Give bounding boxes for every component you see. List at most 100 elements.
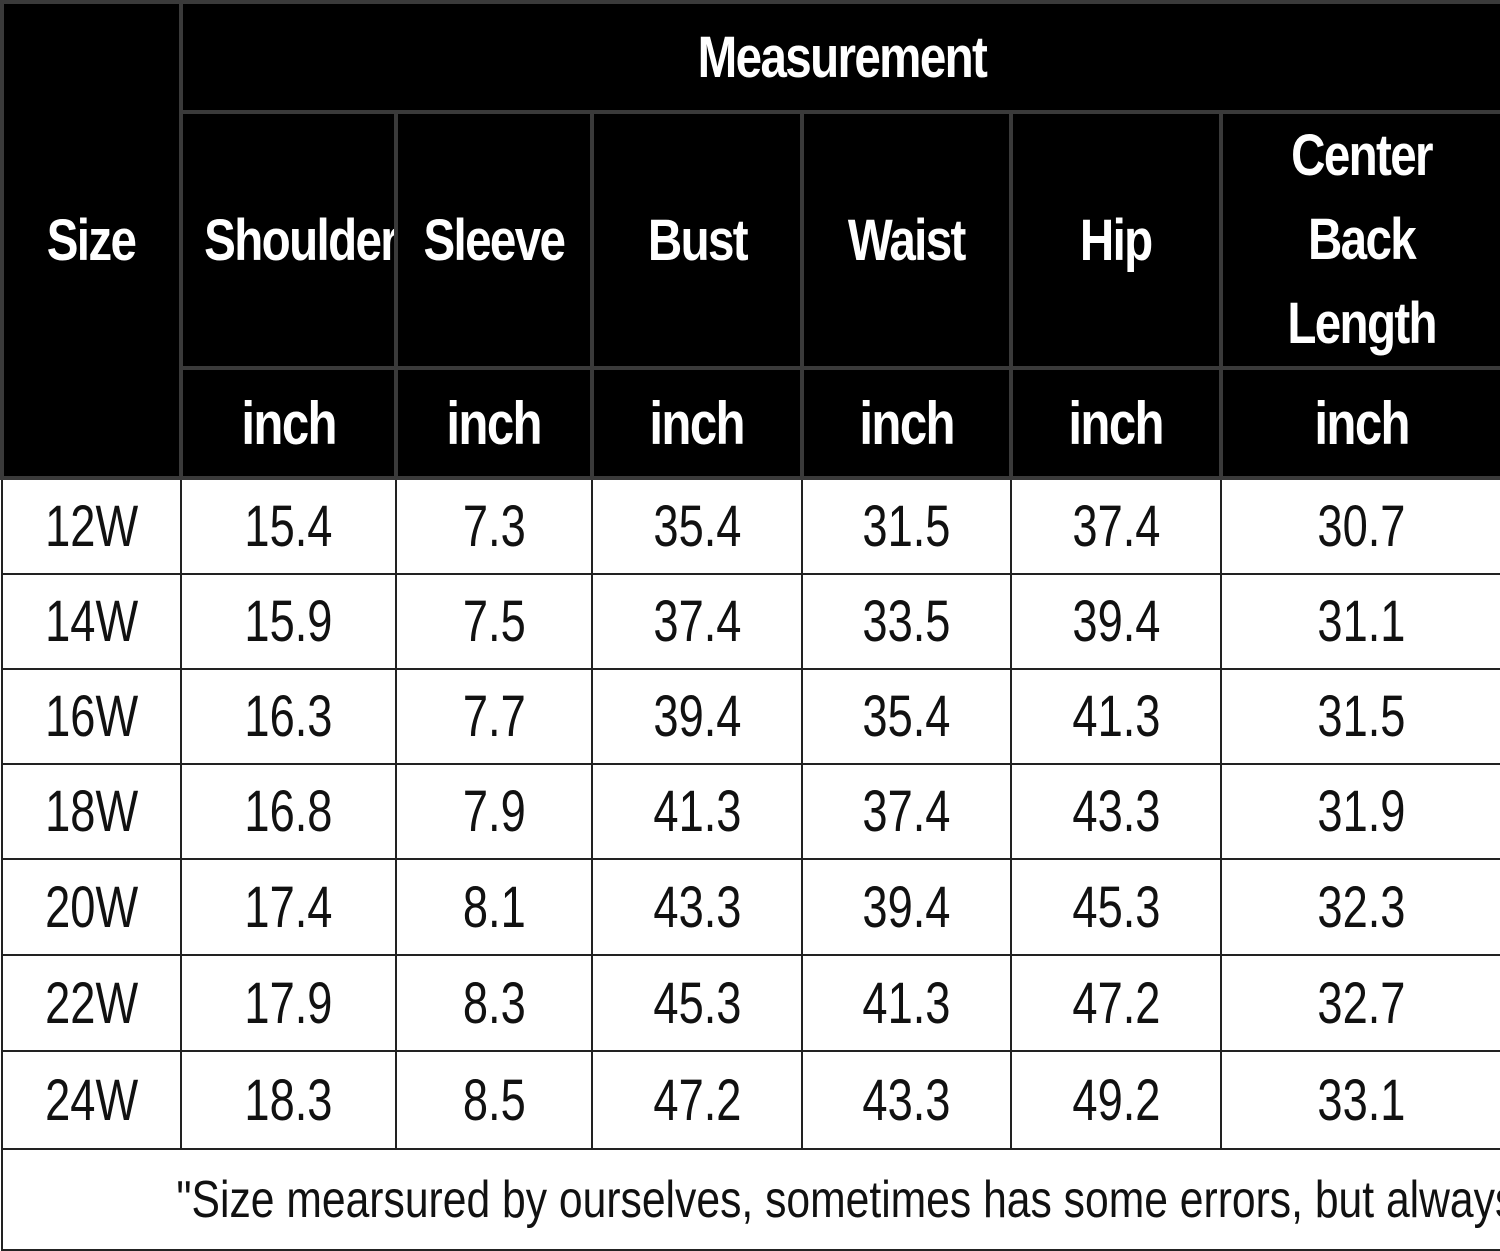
value-cell: 17.9 (180, 954, 397, 1052)
table-row: 20W 17.4 8.1 43.3 39.4 45.3 32.3 (1, 858, 1500, 956)
value: 33.1 (1317, 1067, 1406, 1133)
value-cell: 37.4 (591, 573, 803, 670)
value-cell: 32.3 (1219, 858, 1500, 956)
value-cell: 41.3 (801, 954, 1012, 1052)
unit-cell: inch (1009, 366, 1223, 480)
size-value: 20W (44, 874, 139, 940)
table-row: 14W 15.9 7.5 37.4 33.5 39.4 31.1 (1, 573, 1500, 670)
value-cell: 16.8 (180, 763, 397, 860)
table-row: 22W 17.9 8.3 45.3 41.3 47.2 32.7 (1, 954, 1500, 1052)
value-cell: 31.1 (1219, 573, 1500, 670)
value-cell: 7.3 (395, 477, 593, 575)
size-value: 22W (44, 970, 139, 1036)
size-cell: 22W (1, 954, 182, 1052)
unit-cell: inch (394, 366, 594, 480)
column-header-waist: Waist (800, 110, 1013, 370)
unit-label: inch (649, 389, 746, 457)
footnote-text: "Size mearsured by ourselves, sometimes … (176, 1170, 1500, 1229)
table-row: 18W 16.8 7.9 41.3 37.4 43.3 31.9 (1, 763, 1500, 860)
column-header-center-back-line1: Center Back (1291, 123, 1433, 272)
value-cell: 17.4 (180, 858, 397, 956)
value: 47.2 (1071, 970, 1161, 1036)
value-cell: 49.2 (1010, 1050, 1222, 1150)
value: 31.5 (862, 494, 951, 559)
value: 43.3 (862, 1067, 951, 1133)
column-header-sleeve: Sleeve (394, 110, 594, 370)
value: 32.3 (1317, 874, 1406, 940)
size-value: 18W (44, 779, 139, 844)
unit-label: inch (241, 389, 337, 457)
column-header-shoulder: Shoulder (179, 110, 398, 370)
value: 16.3 (244, 684, 333, 749)
header-row-units: inch inch inch inch inch inch (2, 366, 1500, 480)
size-cell: 14W (1, 573, 182, 670)
value: 45.3 (1071, 874, 1161, 940)
value: 15.4 (244, 494, 333, 559)
value-cell: 47.2 (1010, 954, 1222, 1052)
value-cell: 32.7 (1219, 954, 1500, 1052)
value: 45.3 (652, 970, 742, 1036)
column-header-center-back-length: Center Back Length (1218, 110, 1500, 370)
value-cell: 31.5 (801, 477, 1012, 575)
value-cell: 33.5 (801, 573, 1012, 670)
value: 8.3 (462, 970, 526, 1036)
unit-label: inch (446, 389, 543, 457)
size-value: 24W (44, 1067, 139, 1133)
unit-cell: inch (800, 366, 1013, 480)
value: 33.5 (862, 589, 951, 654)
value: 41.3 (862, 970, 951, 1036)
value-cell: 41.3 (591, 763, 803, 860)
value-cell: 7.7 (395, 668, 593, 765)
value: 49.2 (1071, 1067, 1161, 1133)
value-cell: 18.3 (180, 1050, 397, 1150)
size-cell: 24W (1, 1050, 182, 1150)
size-cell: 16W (1, 668, 182, 765)
table-row: 24W 18.3 8.5 47.2 43.3 49.2 33.1 (1, 1050, 1500, 1150)
unit-cell: inch (179, 366, 398, 480)
value: 15.9 (244, 589, 333, 654)
value: 41.3 (1071, 684, 1161, 749)
size-value: 12W (44, 494, 139, 559)
value-cell: 15.9 (180, 573, 397, 670)
value-cell: 45.3 (1010, 858, 1222, 956)
value: 47.2 (652, 1067, 742, 1133)
value-cell: 33.1 (1219, 1050, 1500, 1150)
value: 39.4 (652, 684, 742, 749)
value-cell: 8.1 (395, 858, 593, 956)
column-header-center-back-line2: Length (1287, 291, 1437, 356)
value-cell: 43.3 (591, 858, 803, 956)
column-header-hip-label: Hip (1080, 207, 1153, 273)
value-cell: 35.4 (591, 477, 803, 575)
value-cell: 39.4 (591, 668, 803, 765)
value-cell: 47.2 (591, 1050, 803, 1150)
value: 35.4 (862, 684, 951, 749)
value-cell: 30.7 (1219, 477, 1500, 575)
value-cell: 8.3 (395, 954, 593, 1052)
value: 31.1 (1317, 589, 1406, 654)
size-cell: 20W (1, 858, 182, 956)
footnote-cell: "Size mearsured by ourselves, sometimes … (0, 1148, 1500, 1251)
size-cell: 12W (1, 477, 182, 575)
value-cell: 8.5 (395, 1050, 593, 1150)
header-row-group: Size Measurement (0, 0, 1500, 480)
value: 35.4 (652, 494, 742, 559)
footnote-row: "Size mearsured by ourselves, sometimes … (0, 1148, 1500, 1251)
column-header-bust-label: Bust (647, 207, 748, 273)
value-cell: 31.9 (1219, 763, 1500, 860)
value-cell: 31.5 (1219, 668, 1500, 765)
value: 43.3 (1071, 779, 1161, 844)
value: 32.7 (1317, 970, 1406, 1036)
value-cell: 37.4 (801, 763, 1012, 860)
unit-label: inch (1068, 389, 1165, 457)
value: 7.5 (462, 589, 526, 654)
value-cell: 37.4 (1010, 477, 1222, 575)
unit-cell: inch (1218, 366, 1500, 480)
size-header-label: Size (47, 207, 137, 273)
value-cell: 7.5 (395, 573, 593, 670)
value-cell: 7.9 (395, 763, 593, 860)
value: 7.9 (462, 779, 526, 844)
value: 41.3 (652, 779, 742, 844)
column-header-shoulder-label: Shoulder (204, 207, 396, 273)
measurement-header-cell: Measurement (178, 0, 1500, 114)
value-cell: 43.3 (801, 1050, 1012, 1150)
